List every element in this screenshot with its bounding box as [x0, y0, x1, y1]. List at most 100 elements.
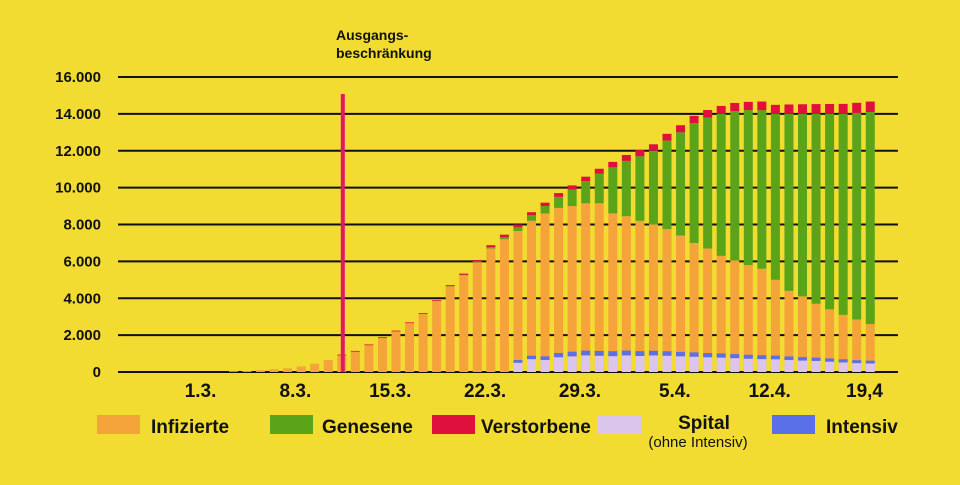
bar-intensiv: [716, 353, 726, 358]
legend-label: Intensiv: [826, 417, 898, 438]
bar-intensiv: [757, 355, 767, 360]
y-tick-label: 12.000: [55, 143, 101, 160]
bar-verstorbene: [581, 176, 591, 182]
bar-infizierte: [242, 371, 252, 372]
y-tick-label: 8.000: [63, 217, 101, 234]
bar-intensiv: [540, 356, 550, 361]
bar-spital: [716, 357, 726, 372]
legend-swatch: [598, 415, 641, 434]
bar-verstorbene: [798, 104, 807, 114]
bar-spital: [798, 360, 807, 372]
x-tick-label: 12.4.: [749, 381, 791, 402]
bar-genesene: [716, 113, 726, 256]
bar-infizierte: [635, 220, 645, 372]
bar-intensiv: [567, 351, 577, 357]
bar-genesene: [784, 113, 794, 291]
bar-verstorbene: [662, 133, 672, 141]
bar-infizierte: [608, 213, 618, 372]
annotation: Ausgangs-beschränkung: [336, 27, 432, 372]
bar-infizierte: [364, 345, 374, 372]
bar-genesene: [608, 167, 618, 214]
bar-infizierte: [581, 203, 591, 372]
bar-intensiv: [770, 355, 780, 360]
legend-label: Infizierte: [151, 417, 229, 438]
bar-infizierte: [594, 203, 604, 372]
bar-genesene: [635, 156, 645, 221]
bar-infizierte: [472, 262, 482, 372]
bar-infizierte: [825, 309, 835, 372]
y-tick-label: 10.000: [55, 180, 101, 197]
bar-intensiv: [676, 351, 686, 357]
bar-infizierte: [703, 248, 713, 372]
bar-verstorbene: [838, 103, 848, 114]
legend-swatch: [772, 415, 815, 434]
bar-spital: [838, 362, 848, 372]
bar-genesene: [798, 113, 807, 297]
bar-genesene: [554, 196, 564, 208]
bar-genesene: [486, 247, 496, 249]
bar-genesene: [852, 112, 862, 320]
bar-infizierte: [567, 206, 577, 372]
bar-infizierte: [743, 265, 753, 372]
bar-verstorbene: [540, 202, 550, 207]
bar-genesene: [689, 123, 699, 243]
legend-label: Genesene: [322, 417, 413, 438]
bar-verstorbene: [377, 337, 387, 338]
bar-genesene: [472, 261, 482, 263]
y-axis: 0 2.000 4.000 6.000 8.000 10.000 12.000 14.000 1…: [55, 69, 101, 381]
bar-verstorbene: [364, 344, 374, 346]
bar-spital: [811, 360, 821, 372]
bar-verstorbene: [770, 104, 780, 114]
bar-genesene: [743, 110, 753, 266]
bar-infizierte: [811, 303, 821, 372]
bar-spital: [730, 358, 740, 372]
bar-verstorbene: [865, 101, 875, 113]
bar-infizierte: [228, 371, 238, 372]
bar-genesene: [581, 181, 591, 204]
bar-infizierte: [269, 369, 279, 372]
bar-verstorbene: [825, 103, 835, 114]
bar-verstorbene: [757, 101, 767, 111]
legend-sublabel: (ohne Intensiv): [648, 434, 747, 451]
bar-verstorbene: [716, 105, 726, 114]
bar-infizierte: [838, 314, 848, 372]
bar-spital: [770, 359, 780, 372]
bar-spital: [608, 356, 618, 372]
annotation-label-line2: beschränkung: [336, 45, 432, 61]
bar-infizierte: [852, 319, 862, 372]
bar-infizierte: [730, 260, 740, 372]
bar-genesene: [770, 113, 780, 280]
legend-swatch: [270, 415, 313, 434]
bar-intensiv: [527, 355, 536, 360]
bar-verstorbene: [445, 285, 455, 287]
bar-spital: [621, 355, 631, 372]
x-tick-label: 22.3.: [464, 381, 506, 402]
bar-infizierte: [621, 216, 631, 372]
bar-intensiv: [621, 350, 631, 356]
bar-intensiv: [730, 354, 740, 359]
bar-infizierte: [418, 313, 428, 372]
bar-intensiv: [648, 350, 658, 356]
bar-verstorbene: [608, 161, 618, 168]
bar-verstorbene: [594, 168, 604, 174]
bar-verstorbene: [743, 101, 753, 111]
bar-genesene: [757, 110, 767, 269]
bar-verstorbene: [703, 110, 713, 118]
bar-genesene: [499, 237, 509, 240]
bar-verstorbene: [418, 313, 428, 314]
bar-infizierte: [459, 275, 469, 372]
bar-genesene: [865, 112, 875, 325]
bar-intensiv: [784, 356, 794, 361]
bar-genesene: [621, 160, 631, 217]
bar-infizierte: [377, 337, 387, 372]
gridlines: [118, 76, 898, 373]
bars: [228, 101, 875, 372]
bar-spital: [648, 355, 658, 372]
bar-infizierte: [296, 366, 306, 372]
bar-intensiv: [608, 351, 618, 357]
y-tick-label: 0: [93, 364, 101, 381]
bar-infizierte: [323, 360, 333, 372]
bar-verstorbene: [648, 144, 658, 151]
bar-infizierte: [865, 324, 875, 372]
